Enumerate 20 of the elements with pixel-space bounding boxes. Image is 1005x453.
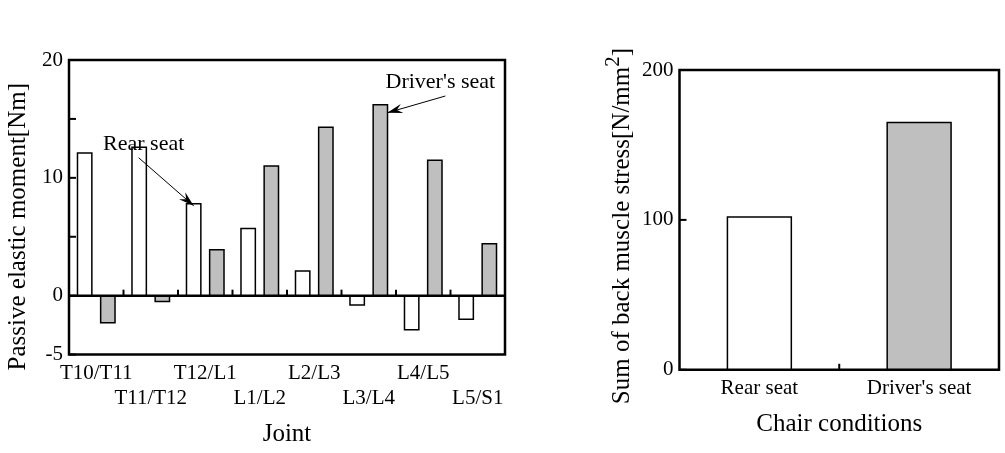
x-tick-label: L3/L4	[342, 384, 396, 409]
x-tick-label: T11/T12	[114, 384, 188, 409]
x-axis-title: Joint	[262, 418, 312, 446]
x-tick-label: L2/L3	[288, 359, 341, 384]
annotation: Rear seat	[103, 129, 185, 155]
annotation: Driver's seat	[385, 67, 496, 93]
y-tick-label: 20	[42, 46, 63, 71]
y-axis-title: Passive elastic moment[Nm]	[2, 82, 31, 371]
x-tick-label: Driver's seat	[866, 374, 972, 399]
x-tick-label: L5/S1	[452, 384, 504, 409]
x-axis-title: Chair conditions	[756, 408, 923, 436]
x-tick-label: L4/L5	[397, 359, 450, 384]
y-tick-label: 10	[42, 164, 63, 189]
y-tick-label: 0	[52, 282, 63, 307]
x-tick-label: Rear seat	[720, 374, 799, 399]
y-tick-label: 100	[642, 206, 674, 231]
x-tick-label: L1/L2	[233, 384, 286, 409]
x-tick-label: T12/L1	[173, 359, 237, 384]
y-tick-label: 0	[663, 356, 674, 381]
y-tick-label: 200	[642, 56, 674, 81]
